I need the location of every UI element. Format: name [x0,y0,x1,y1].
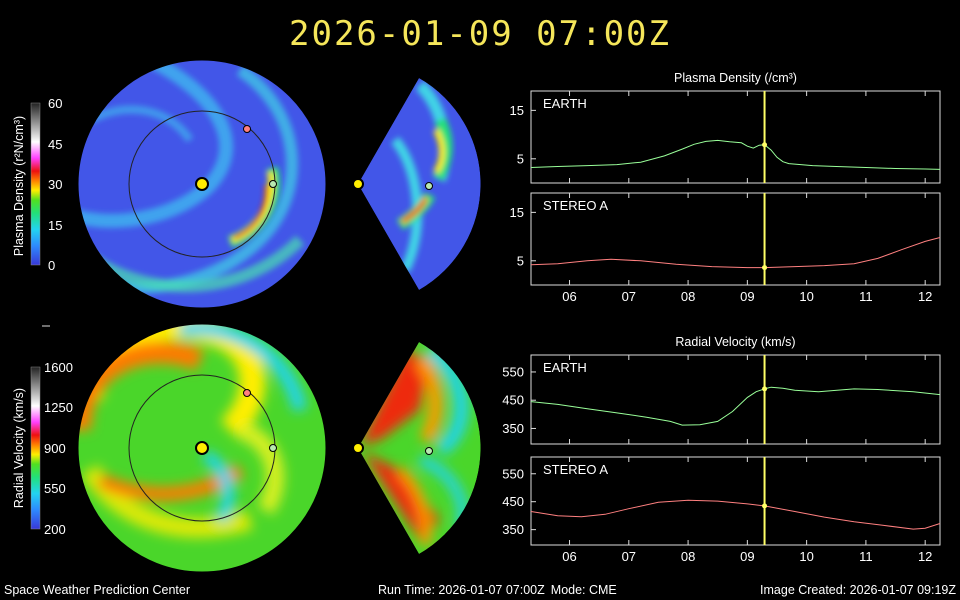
panel-0-ytick-label-1: 5 [517,151,524,166]
panel-2-ytick-label-2: 350 [502,421,524,436]
density-tick-0: 0 [48,258,55,273]
panel-2-series-line [530,386,941,426]
panel-2-ytick-label-0: 550 [502,364,524,379]
velocity-meridional-wedge [358,342,481,554]
density-tick-15: 15 [48,218,62,233]
velocity-colorbar-label: Radial Velocity (km/s) [12,388,26,508]
footer-image-created: Image Created: 2026-01-07 09:19Z [760,583,956,597]
density-colorbar [30,102,41,266]
panel-1-xtick-label-2: 08 [681,289,695,304]
panel-0-spacecraft-label: EARTH [543,96,587,111]
earth-marker [269,180,277,188]
panel-3-xtick-label-3: 09 [740,549,754,564]
panel-1-series-line [530,237,941,269]
footer-mode: Mode: CME [550,583,617,597]
panel-0-frame [530,90,941,184]
panel-3-xtick-label-1: 07 [622,549,636,564]
density-tick-30: 30 [48,177,62,192]
sun-marker-meridional [352,178,364,190]
panel-1-xtick-label-5: 11 [859,289,873,304]
footer-run-info: Run Time: 2026-01-07 07:00Z Mode: CME [378,583,623,597]
panel-0-ytick-label-0: 15 [510,103,524,118]
panel-3-ytick-label-0: 550 [502,466,524,481]
density-disk-edge [77,59,327,309]
footer-run-time: Run Time: 2026-01-07 07:00Z [378,583,545,597]
panel-3-ytick-label-1: 450 [502,494,524,509]
earth-marker-velocity-meridional [425,447,433,455]
panel-3-xtick-label-6: 12 [918,549,932,564]
panel-2-ytick-label-1: 450 [502,393,524,408]
panel-2-frame [530,354,941,445]
panel-3-spacecraft-label: STEREO A [543,462,608,477]
panel-1-current-value-point [762,265,768,271]
density-tick-45: 45 [48,137,62,152]
panel-3-xtick-label-4: 10 [799,549,813,564]
panel-3-ytick-label-2: 350 [502,522,524,537]
panel-0-series-line [530,139,941,170]
panel-3-xtick-label-5: 11 [859,549,873,564]
panel-1-frame [530,192,941,286]
velocity-colorbar [30,366,41,530]
panel-1-ytick-label-1: 5 [517,253,524,268]
panel-1-spacecraft-label: STEREO A [543,198,608,213]
panel-1-ytick-label-0: 15 [510,205,524,220]
sun-marker-velocity-meridional [352,442,364,454]
velocity-tick-550: 550 [44,481,66,496]
panel-1-xtick-label-0: 06 [562,289,576,304]
time-series-panels: Plasma Density (/cm³) EARTH 15 5 STEREO A 15 5… [502,71,941,564]
velocity-disk-edge [77,323,327,573]
panel-1-xtick-label-4: 10 [799,289,813,304]
panel-1-xtick-label-3: 09 [740,289,754,304]
sun-marker [195,177,209,191]
panel-0-current-value-point [762,142,768,148]
sun-marker-velocity [195,441,209,455]
panel-2-spacecraft-label: EARTH [543,360,587,375]
density-meridional-wedge [358,78,481,290]
earth-marker-meridional [425,182,433,190]
panel-0-chart-title: Plasma Density (/cm³) [674,71,797,85]
stereo-a-marker-velocity [243,389,251,397]
panel-3-frame [530,456,941,546]
velocity-tick-200: 200 [44,522,66,537]
panel-3-current-value-point [762,503,768,509]
footer-organization: Space Weather Prediction Center [4,583,190,597]
earth-marker-velocity [269,444,277,452]
panel-3-xtick-label-0: 06 [562,549,576,564]
panel-2-current-value-point [762,386,768,392]
density-colorbar-label: Plasma Density (r²N/cm³) [12,116,26,256]
velocity-tick-1600: 1600 [44,360,73,375]
density-tick-60: 60 [48,96,62,111]
panel-1-xtick-label-1: 07 [622,289,636,304]
panel-3-xtick-label-2: 08 [681,549,695,564]
panel-3-series-line [530,499,941,530]
velocity-tick-900: 900 [44,441,66,456]
stereo-a-marker [243,125,251,133]
panel-1-xtick-label-6: 12 [918,289,932,304]
velocity-tick-1250: 1250 [44,400,73,415]
timestamp-title: 2026-01-09 07:00Z [289,14,671,54]
panel-2-chart-title: Radial Velocity (km/s) [675,335,795,349]
